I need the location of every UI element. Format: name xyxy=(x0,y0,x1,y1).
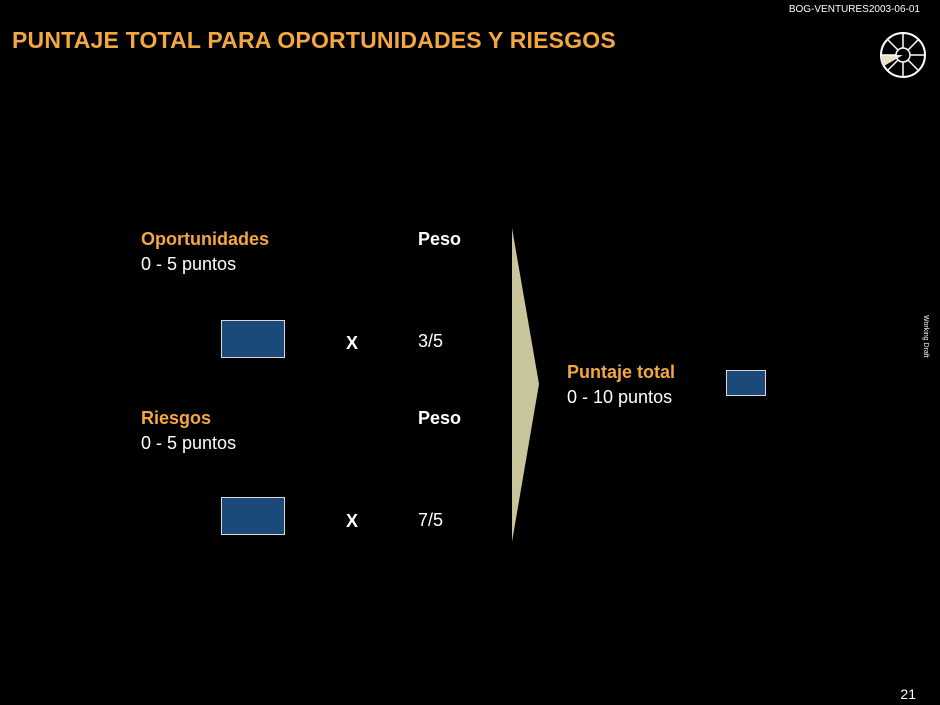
total-score-range: 0 - 10 puntos xyxy=(567,387,673,407)
opportunities-range: 0 - 5 puntos xyxy=(141,254,237,274)
combine-arrow xyxy=(512,228,539,542)
page-title: PUNTAJE TOTAL PARA OPORTUNIDADES Y RIESG… xyxy=(12,27,616,53)
opportunities-multiply-sign: X xyxy=(346,333,359,353)
risks-multiply-sign: X xyxy=(346,511,359,531)
wheel-logo-icon xyxy=(880,32,926,78)
document-id: BOG-VENTURES2003-06-01 xyxy=(788,4,920,15)
risks-score-box[interactable] xyxy=(221,497,285,535)
opportunities-weight-value: 3/5 xyxy=(418,331,444,351)
risks-label: Riesgos xyxy=(141,408,212,428)
total-score-box[interactable] xyxy=(726,370,766,396)
working-draft-label: Working Draft xyxy=(922,315,929,358)
risks-weight-label: Peso xyxy=(418,408,462,428)
opportunities-weight-label: Peso xyxy=(418,229,462,249)
risks-range: 0 - 5 puntos xyxy=(141,433,237,453)
risks-weight-value: 7/5 xyxy=(418,510,444,530)
opportunities-label: Oportunidades xyxy=(141,229,270,249)
page-number: 21 xyxy=(900,686,916,702)
opportunities-score-box[interactable] xyxy=(221,320,285,358)
total-score-label: Puntaje total xyxy=(567,362,676,382)
